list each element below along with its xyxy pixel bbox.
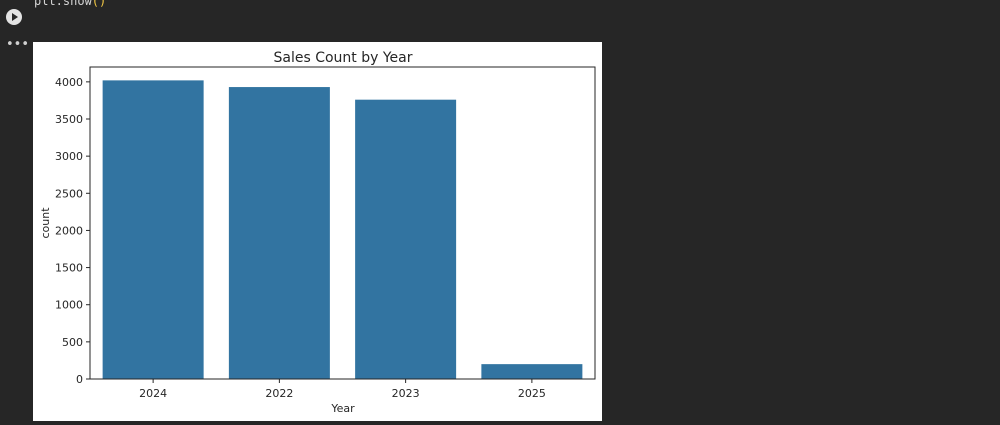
bar-2025 <box>481 364 583 379</box>
code-line[interactable]: plt.show() <box>34 0 106 8</box>
run-cell-button[interactable] <box>6 9 22 25</box>
y-tick-label: 1500 <box>55 262 83 275</box>
y-tick-label: 0 <box>76 373 83 386</box>
y-tick-label: 1000 <box>55 299 83 312</box>
bar-chart: Sales Count by Year 0 500 1000 1500 2000 2500… <box>39 50 596 415</box>
y-tick-label: 4000 <box>55 76 83 89</box>
play-icon <box>12 13 18 21</box>
x-tick-label: 2024 <box>139 387 167 400</box>
bar-2023 <box>355 99 457 379</box>
x-tick-label: 2022 <box>265 387 293 400</box>
chart-title: Sales Count by Year <box>273 50 412 66</box>
y-tick-label: 500 <box>62 336 83 349</box>
bar-2024 <box>102 80 204 379</box>
code-text: plt.show <box>34 0 92 8</box>
more-horiz-icon[interactable]: ••• <box>6 37 30 52</box>
x-axis-label: Year <box>330 402 355 415</box>
x-tick-label: 2023 <box>392 387 420 400</box>
cell-gutter: ••• <box>0 0 30 425</box>
code-parens: () <box>91 0 107 8</box>
x-tick-label: 2025 <box>518 387 546 400</box>
y-tick-label: 2000 <box>55 224 83 237</box>
plot-frame <box>89 66 596 380</box>
bar-2022 <box>228 87 330 380</box>
cell-output: Sales Count by Year 0 500 1000 1500 2000 2500… <box>33 42 602 421</box>
y-tick-label: 2500 <box>55 187 83 200</box>
y-tick-label: 3500 <box>55 113 83 126</box>
y-axis-label: count <box>39 207 52 239</box>
y-tick-label: 3000 <box>55 150 83 163</box>
